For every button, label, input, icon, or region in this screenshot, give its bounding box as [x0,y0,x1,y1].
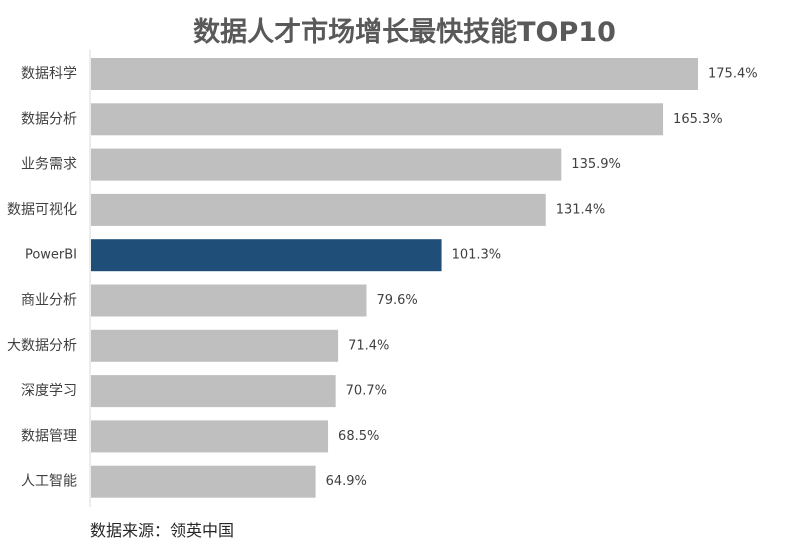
category-label-2: 业务需求 [21,157,77,173]
value-labels-group: 175.4% 165.3% 135.9% 131.4% 101.3% 79.6% 71.4%… [326,67,758,490]
category-label-5: 商业分析 [21,293,77,309]
value-label-1: 165.3% [673,112,723,127]
category-label-3: 数据可视化 [7,202,77,218]
chart-title: 数据人才市场增长最快技能TOP10 [193,17,616,48]
bar-6 [91,329,339,362]
category-label-7: 深度学习 [21,383,77,399]
category-label-0: 数据科学 [21,66,77,82]
bar-5 [91,284,367,317]
bar-4 [91,239,442,272]
value-label-4: 101.3% [452,248,502,263]
bar-2 [91,148,562,181]
category-label-1: 数据分析 [21,111,77,127]
value-label-7: 70.7% [346,384,387,399]
bar-8 [91,420,329,453]
category-label-8: 数据管理 [21,428,77,444]
bar-3 [91,193,546,226]
bar-7 [91,375,336,408]
value-label-8: 68.5% [338,429,379,444]
bar-9 [91,465,316,498]
bar-1 [91,103,664,136]
value-label-3: 131.4% [556,202,606,217]
value-label-5: 79.6% [376,293,417,308]
bar-0 [91,58,698,90]
category-label-6: 大数据分析 [7,338,77,354]
category-label-9: 人工智能 [21,474,77,490]
value-label-9: 64.9% [326,474,367,489]
category-label-4: PowerBI [25,248,77,263]
value-label-0: 175.4% [708,67,758,82]
bars-group [91,58,698,498]
source-note: 数据来源：领英中国 [90,521,235,540]
value-label-6: 71.4% [348,338,389,353]
value-label-2: 135.9% [571,157,621,172]
